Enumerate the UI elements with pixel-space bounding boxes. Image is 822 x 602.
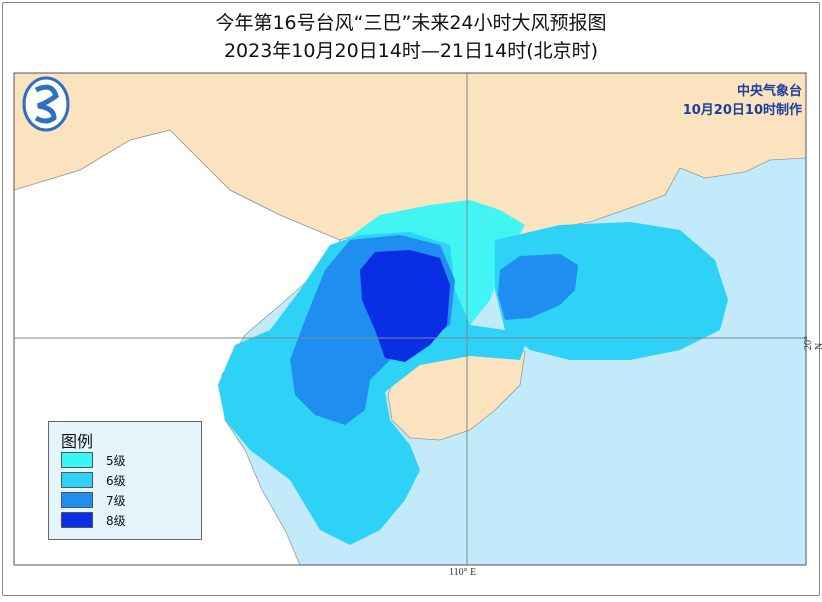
map-subtitle: 2023年10月20日14时—21日14时(北京时) bbox=[223, 40, 599, 62]
legend-label: 8级 bbox=[106, 513, 126, 528]
legend-swatch bbox=[61, 512, 93, 528]
legend-item-6: 6级 bbox=[61, 470, 126, 490]
agency-name: 中央气象台 bbox=[736, 84, 802, 99]
legend-item-8: 8级 bbox=[61, 510, 126, 530]
legend-swatch bbox=[61, 452, 93, 468]
issue-time: 10月20日10时制作 bbox=[682, 103, 802, 118]
legend-item-7: 7级 bbox=[61, 490, 126, 510]
legend-item-5: 5级 bbox=[61, 450, 126, 470]
legend-swatch bbox=[61, 492, 93, 508]
map-frame bbox=[13, 72, 807, 566]
legend-label: 6级 bbox=[106, 473, 126, 488]
latitude-label: 20° N bbox=[803, 336, 822, 350]
agency-block: 中央气象台 10月20日10时制作 bbox=[683, 82, 802, 120]
longitude-label: 110° E bbox=[449, 567, 477, 578]
legend-label: 7级 bbox=[106, 493, 126, 508]
cma-logo-icon bbox=[22, 76, 70, 132]
legend-label: 5级 bbox=[106, 453, 126, 468]
wind-zone-8 bbox=[360, 250, 450, 362]
legend-swatch bbox=[61, 472, 93, 488]
legend: 图例 5级 6级 7级 8级 bbox=[48, 421, 202, 540]
legend-title: 图例 bbox=[61, 432, 94, 451]
wind-zone-7-east bbox=[498, 254, 578, 320]
map-title: 今年第16号台风“三巴”未来24小时大风预报图 bbox=[215, 12, 607, 34]
